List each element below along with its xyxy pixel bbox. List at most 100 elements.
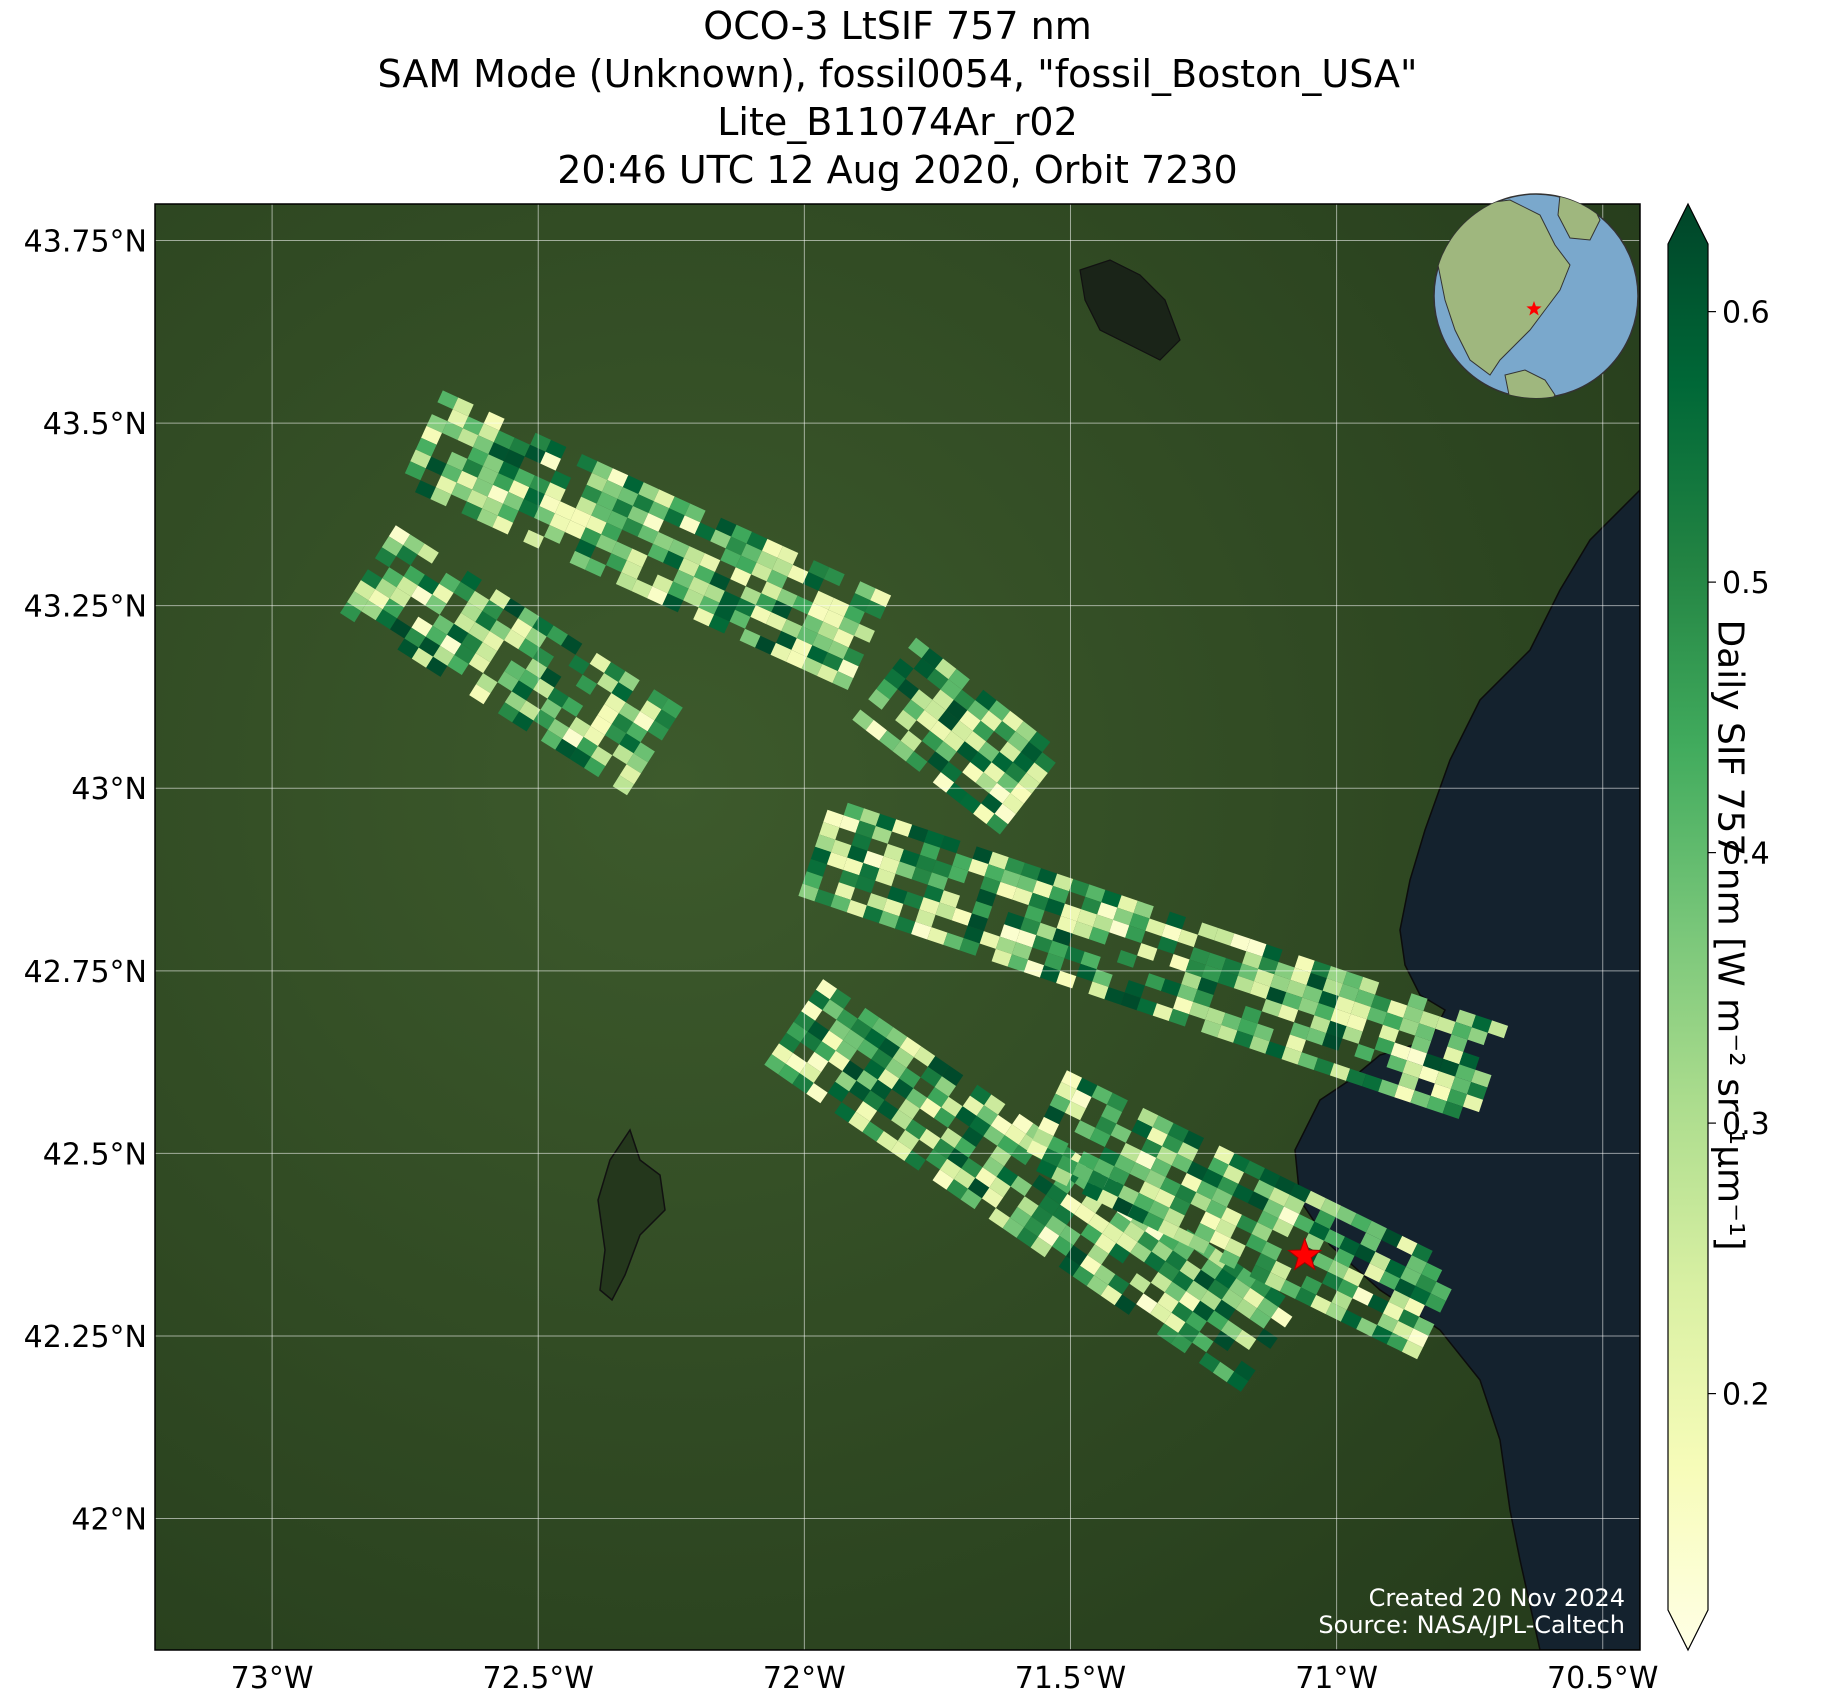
sif-footprint [986,813,1008,835]
sif-footprint [801,1000,823,1021]
sif-footprint [1302,985,1323,1003]
sif-footprint [1114,1294,1137,1315]
sif-footprint [1471,1069,1492,1088]
sif-footprint [454,643,476,664]
sif-footprint [991,751,1013,773]
sif-footprint [887,886,908,904]
sif-footprint [830,894,851,913]
sif-footprint [1044,898,1065,916]
sif-footprint [943,932,964,951]
sif-footprint [787,564,809,584]
sif-footprint [1387,1000,1408,1018]
sif-footprint [934,1076,956,1097]
sif-footprint [604,693,626,714]
sif-footprint [1381,1228,1403,1248]
sif-footprint [875,813,897,832]
sif-footprint [1061,1070,1083,1090]
sif-footprint [823,567,845,587]
sif-footprint [1234,1329,1257,1350]
sif-footprint [375,578,397,599]
sif-footprint [1133,900,1154,919]
sif-footprint [927,927,948,945]
sif-footprint [821,1030,844,1051]
sif-footprint [800,1031,822,1052]
sif-footprint [1409,1285,1431,1306]
sif-footprint [1338,983,1359,1002]
sif-footprint [456,470,478,490]
sif-footprint [1232,1183,1254,1204]
sif-footprint [1247,1191,1269,1211]
sif-footprint [1430,1281,1452,1301]
sif-footprint [1136,1293,1158,1314]
sif-footprint [404,461,426,481]
sif-footprint [1422,1053,1444,1072]
lat-tick-label: 43.25°N [24,590,147,625]
sif-footprint [798,883,819,902]
sif-footprint [633,711,655,732]
sif-footprint [511,618,533,639]
sif-footprint [1367,1294,1389,1314]
sif-footprint [1234,1360,1256,1382]
sif-footprint [1406,1255,1427,1275]
sif-footprint [735,555,757,575]
sif-footprint [981,1187,1004,1208]
sif-footprint [962,1095,984,1116]
sif-footprint [1206,1310,1229,1331]
sif-footprint [960,1188,982,1210]
sif-footprint [1201,1019,1222,1038]
sif-footprint [410,449,432,469]
sif-footprint [1030,1236,1052,1258]
sif-footprint [792,1073,814,1094]
sif-footprint [504,691,527,712]
sif-footprint [1048,885,1070,904]
sif-footprint [903,699,925,721]
sif-footprint [1400,1266,1422,1286]
sif-footprint [761,581,783,601]
sif-footprint [1044,952,1065,971]
sif-footprint [1410,1090,1431,1109]
sif-footprint [554,501,576,521]
sif-footprint [838,869,860,888]
sif-footprint [972,846,993,865]
sif-footprint [981,793,1003,814]
sif-footprint [340,602,362,623]
sif-footprint [905,1119,927,1140]
sif-footprint [1150,1157,1172,1178]
sif-footprint [1088,981,1109,1000]
sif-footprint [454,612,476,633]
sif-footprint [878,1037,900,1059]
sif-footprint [1196,1180,1218,1200]
sif-footprint [1434,1071,1456,1089]
sif-footprint [962,762,984,783]
sif-footprint [1057,1155,1079,1175]
sif-footprint [1442,1101,1463,1119]
sif-footprint [1435,1016,1456,1035]
sif-footprint [626,753,648,774]
sif-footprint [1070,1089,1092,1109]
sif-footprint [669,496,691,516]
sif-footprint [1171,1153,1193,1173]
sif-footprint [988,700,1011,721]
sif-footprint [994,721,1016,742]
sif-footprint [472,435,494,455]
sif-footprint [460,570,482,591]
sif-footprint [1314,1209,1336,1230]
sif-footprint [569,716,591,737]
sif-footprint [948,865,969,884]
sif-footprint [1145,918,1166,937]
sif-footprint [1031,1205,1053,1227]
sif-footprint [648,501,670,521]
sif-footprint [1333,1248,1355,1268]
sif-footprint [547,687,569,708]
sif-footprint [1249,1035,1270,1054]
sif-footprint [967,1178,990,1199]
sif-footprint [899,1067,921,1089]
sif-footprint [895,916,916,934]
sif-footprint [1088,1213,1110,1234]
sif-footprint [991,948,1012,967]
sif-footprint [1113,907,1134,926]
sif-footprint [1221,1289,1243,1310]
sif-footprint [989,1176,1011,1198]
sif-footprint [1116,950,1138,968]
sif-footprint [1277,1004,1299,1023]
